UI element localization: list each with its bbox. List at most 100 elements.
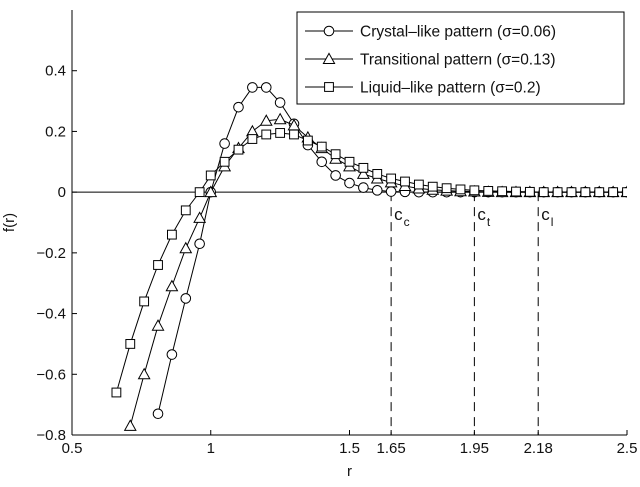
series-line (157, 86, 627, 414)
threshold-label-main: c (394, 205, 403, 224)
data-point-square (289, 129, 299, 140)
legend: Crystal–like pattern (σ=0.06) Transitiona… (296, 11, 625, 105)
data-point-square (153, 260, 163, 270)
y-tick-label: −0.8 (36, 427, 66, 444)
x-tick-label: 0.5 (62, 440, 83, 457)
threshold-label: cc (394, 205, 410, 229)
legend-marker-circle (323, 25, 335, 37)
data-point-square (275, 128, 286, 138)
data-point-square (358, 162, 369, 173)
data-point-square (594, 187, 605, 198)
legend-entry: Transitional pattern (σ=0.13) (305, 52, 556, 69)
series-line (129, 118, 627, 427)
data-point-square (111, 387, 122, 398)
ticks-layer: 0.5 1 1.5 1.65 1.95 2.18 2.5 −0.8 −0.6 −0.4 −0.2 0 0… (36, 63, 637, 457)
data-point-square (497, 186, 508, 197)
threshold-label-subscript: t (487, 215, 491, 229)
legend-marker-triangle (322, 52, 336, 64)
data-point-circle (274, 97, 286, 108)
data-point-square (330, 149, 341, 160)
data-point-square (139, 296, 150, 307)
threshold-label: ct (477, 205, 491, 229)
data-point-triangle (356, 167, 370, 179)
data-point-circle (233, 101, 244, 113)
legend-entry: Liquid–like pattern (σ=0.2) (305, 80, 541, 97)
data-point-square (372, 169, 383, 179)
x-axis-label: r (347, 463, 352, 480)
data-point-square (524, 186, 535, 197)
y-tick-label: 0 (58, 184, 66, 201)
legend-marker-square (324, 82, 334, 92)
series-circle (152, 82, 627, 420)
series-triangle (123, 112, 627, 431)
data-point-triangle (137, 367, 151, 380)
data-point-circle (316, 156, 328, 168)
series-line (115, 132, 627, 393)
data-point-triangle (165, 279, 179, 292)
y-tick-label: 0.4 (45, 63, 66, 80)
data-point-triangle (273, 112, 287, 125)
legend-label: Liquid–like pattern (σ=0.2) (360, 80, 541, 97)
data-point-circle (344, 177, 355, 189)
data-point-square (219, 156, 230, 167)
data-point-triangle (151, 319, 165, 331)
threshold-label-subscript: c (404, 215, 410, 229)
data-point-circle (219, 138, 230, 149)
data-point-square (469, 185, 480, 196)
x-tick-label: 2.5 (617, 440, 638, 457)
x-tick-label: 1.5 (339, 440, 360, 457)
legend-label: Transitional pattern (σ=0.13) (360, 52, 556, 69)
data-point-square (608, 187, 619, 198)
y-tick-label: −0.2 (36, 245, 66, 262)
data-point-triangle (204, 185, 218, 198)
data-point-square (413, 179, 424, 190)
data-point-square (580, 187, 591, 198)
threshold-label-main: c (477, 205, 486, 224)
data-point-circle (247, 82, 258, 93)
series-square (111, 128, 627, 398)
data-point-square (511, 186, 521, 197)
threshold-labels-layer: cc ct cl (394, 205, 553, 229)
threshold-lines-layer (390, 192, 539, 435)
y-tick-label: 0.2 (45, 123, 66, 140)
x-tick-label: 1.95 (460, 440, 489, 457)
data-point-square (233, 144, 244, 155)
data-point-square (261, 129, 272, 140)
data-point-square (483, 186, 494, 196)
data-point-square (167, 229, 177, 240)
data-point-triangle (259, 114, 273, 126)
data-point-circle (330, 170, 341, 181)
x-tick-label: 1 (207, 440, 215, 457)
series-layer (111, 82, 627, 431)
legend-label: Crystal–like pattern (σ=0.06) (360, 24, 556, 41)
threshold-label-subscript: l (551, 215, 554, 229)
data-point-square (205, 170, 216, 181)
data-point-circle (152, 408, 164, 420)
data-point-square (302, 135, 313, 146)
data-point-circle (180, 293, 192, 304)
data-point-square (441, 183, 452, 194)
y-tick-label: −0.4 (36, 306, 66, 323)
x-tick-label: 2.18 (524, 440, 553, 457)
y-axis-label: f(r) (1, 213, 18, 232)
x-tick-label: 1.65 (377, 440, 406, 457)
data-point-square (552, 187, 563, 198)
data-point-square (455, 184, 466, 195)
data-point-square (180, 205, 191, 216)
data-point-square (538, 187, 549, 198)
legend-entry: Crystal–like pattern (σ=0.06) (305, 24, 556, 41)
data-point-circle (166, 349, 178, 360)
data-point-triangle (123, 419, 137, 431)
threshold-label: cl (541, 205, 553, 229)
data-point-circle (358, 182, 369, 193)
data-point-triangle (193, 211, 207, 223)
data-point-triangle (179, 241, 193, 254)
data-point-square (400, 176, 410, 187)
data-point-square (316, 141, 327, 152)
legend-box (296, 11, 625, 105)
data-point-circle (385, 186, 397, 197)
y-tick-label: −0.6 (36, 366, 66, 383)
data-point-circle (260, 82, 272, 93)
